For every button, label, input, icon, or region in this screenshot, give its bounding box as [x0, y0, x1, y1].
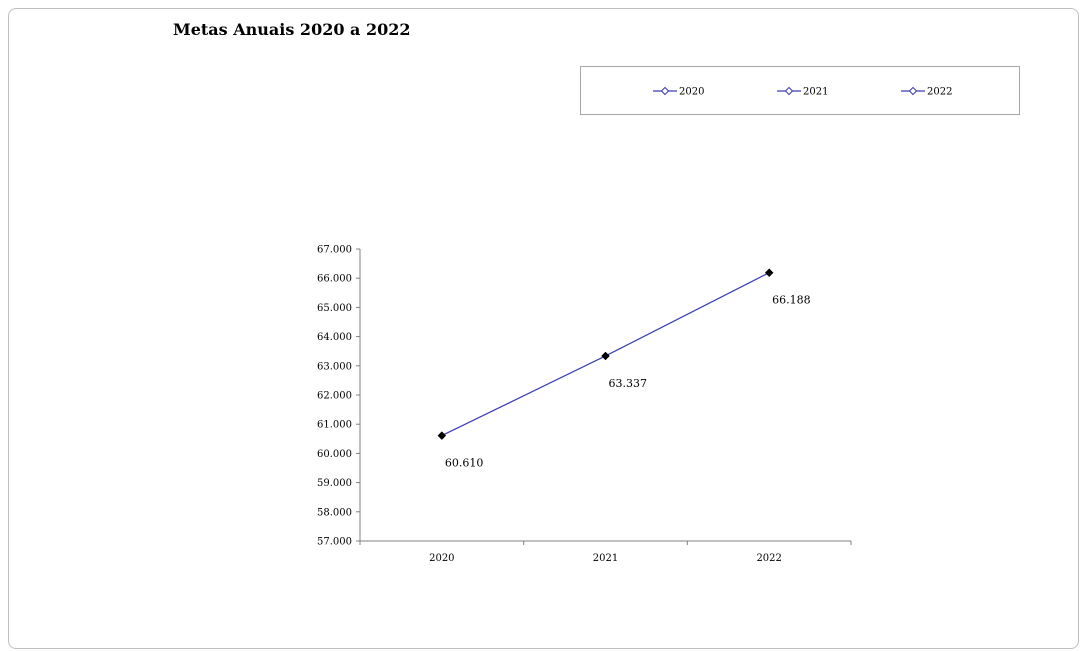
- y-tick-label: 66.000: [317, 274, 352, 285]
- legend-svg: 2020 2021 2022: [653, 87, 952, 98]
- y-tick-label: 65.000: [317, 303, 352, 314]
- data-label: 60.610: [445, 457, 484, 470]
- y-tick-label: 62.000: [317, 391, 352, 402]
- data-point: [601, 351, 610, 361]
- legend-marker-icon: [660, 86, 670, 96]
- data-label: 66.188: [772, 294, 811, 307]
- legend-marker-icon: [908, 86, 918, 96]
- data-label: 63.337: [609, 377, 648, 390]
- legend-marker-icon: [784, 86, 794, 96]
- y-tick-label: 67.000: [317, 245, 352, 256]
- y-tick-label: 63.000: [317, 361, 352, 372]
- legend-label: 2020: [679, 87, 704, 98]
- data-point: [437, 431, 447, 440]
- data-point: [764, 268, 774, 278]
- x-tick-label: 2021: [593, 553, 618, 564]
- legend-label: 2021: [803, 87, 828, 98]
- legend-item: 2022: [901, 87, 952, 98]
- y-tick-label: 59.000: [317, 478, 352, 489]
- y-tick-label: 61.000: [317, 420, 352, 431]
- x-tick-label: 2022: [756, 553, 781, 564]
- x-tick-label: 2020: [429, 553, 454, 564]
- legend-item: 2021: [777, 87, 828, 98]
- legend-label: 2022: [927, 87, 952, 98]
- y-tick-label: 57.000: [317, 537, 352, 548]
- y-tick-label: 60.000: [317, 449, 352, 460]
- legend: 2020 2021 2022: [580, 66, 1020, 115]
- legend-item: 2020: [653, 87, 704, 98]
- chart-title: Metas Anuais 2020 a 2022: [173, 20, 411, 39]
- y-tick-label: 64.000: [317, 332, 352, 343]
- y-tick-label: 58.000: [317, 507, 352, 518]
